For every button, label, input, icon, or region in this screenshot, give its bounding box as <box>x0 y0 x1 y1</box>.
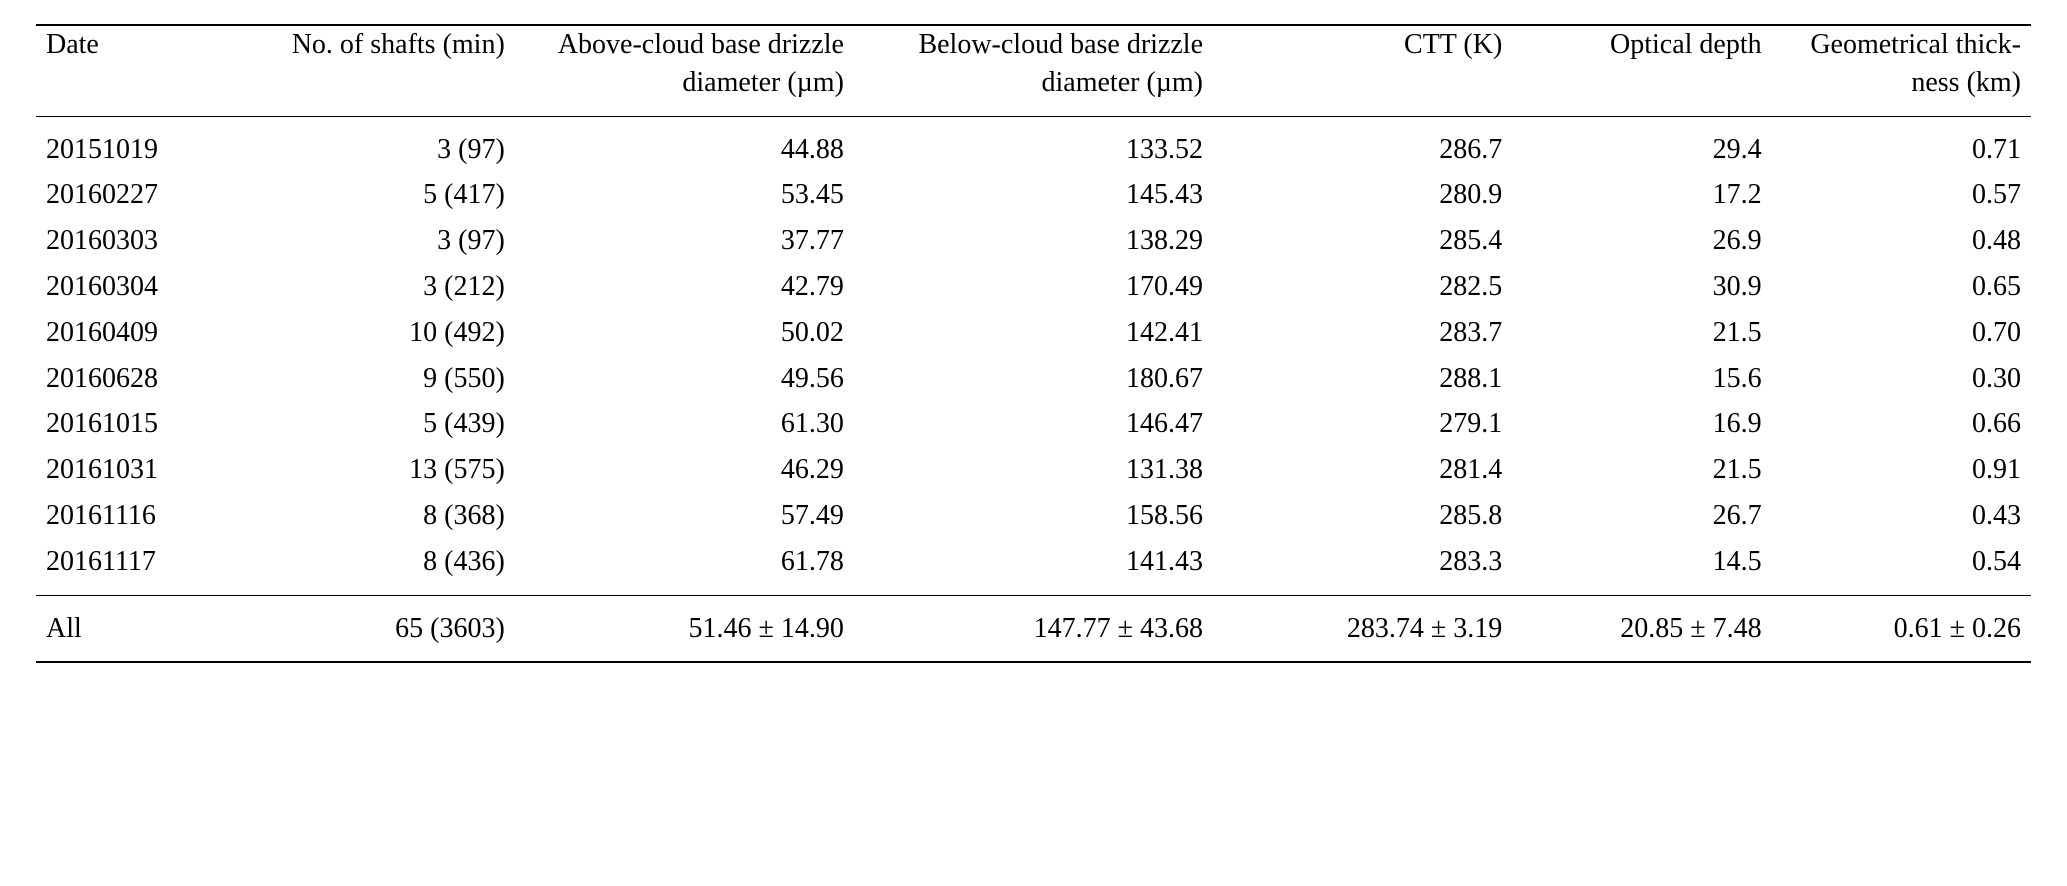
table-cell: 42.79 <box>515 264 854 310</box>
table-cell: 3 (97) <box>255 116 514 172</box>
table-cell: 0.48 <box>1772 218 2031 264</box>
table-summary-cell: 65 (3603) <box>255 595 514 662</box>
table-cell: 0.43 <box>1772 493 2031 539</box>
table-summary-cell: 0.61 ± 0.26 <box>1772 595 2031 662</box>
table-cell: 53.45 <box>515 172 854 218</box>
table-cell: 17.2 <box>1512 172 1771 218</box>
table-cell: 10 (492) <box>255 310 514 356</box>
table-cell: 30.9 <box>1512 264 1771 310</box>
table-cell: 20161015 <box>36 401 255 447</box>
table-row: 201610155 (439)61.30146.47279.116.90.66 <box>36 401 2031 447</box>
table-cell: 26.7 <box>1512 493 1771 539</box>
table-cell: 3 (97) <box>255 218 514 264</box>
table-cell: 170.49 <box>854 264 1213 310</box>
table-cell: 20161116 <box>36 493 255 539</box>
table-cell: 44.88 <box>515 116 854 172</box>
table-cell: 8 (368) <box>255 493 514 539</box>
table-cell: 0.71 <box>1772 116 2031 172</box>
table-cell: 20151019 <box>36 116 255 172</box>
table-summary-cell: All <box>36 595 255 662</box>
table-cell: 285.4 <box>1213 218 1512 264</box>
table-cell: 279.1 <box>1213 401 1512 447</box>
table-cell: 61.30 <box>515 401 854 447</box>
table-cell: 9 (550) <box>255 356 514 402</box>
table-cell: 283.7 <box>1213 310 1512 356</box>
table-summary-cell: 147.77 ± 43.68 <box>854 595 1213 662</box>
table-row: 2016103113 (575)46.29131.38281.421.50.91 <box>36 447 2031 493</box>
table-cell: 20160303 <box>36 218 255 264</box>
table-cell: 21.5 <box>1512 447 1771 493</box>
col-header-thickness: Geometri­cal thick­ness (km) <box>1772 25 2031 116</box>
table-header-row: Date No. of shafts (min) Above-cloud bas… <box>36 25 2031 116</box>
table-cell: 13 (575) <box>255 447 514 493</box>
table-summary-cell: 20.85 ± 7.48 <box>1512 595 1771 662</box>
table-cell: 21.5 <box>1512 310 1771 356</box>
table-cell: 0.70 <box>1772 310 2031 356</box>
col-header-below-cloud: Below-cloud base drizzle diameter (µm) <box>854 25 1213 116</box>
table-cell: 20160304 <box>36 264 255 310</box>
table-cell: 282.5 <box>1213 264 1512 310</box>
table-summary-cell: 283.74 ± 3.19 <box>1213 595 1512 662</box>
table-cell: 0.65 <box>1772 264 2031 310</box>
table-summary-row: All65 (3603)51.46 ± 14.90147.77 ± 43.682… <box>36 595 2031 662</box>
table-cell: 0.91 <box>1772 447 2031 493</box>
table-cell: 142.41 <box>854 310 1213 356</box>
table-cell: 283.3 <box>1213 539 1512 595</box>
table-cell: 37.77 <box>515 218 854 264</box>
table-body: 201510193 (97)44.88133.52286.729.40.7120… <box>36 116 2031 662</box>
table-cell: 288.1 <box>1213 356 1512 402</box>
table-cell: 158.56 <box>854 493 1213 539</box>
table-row: 201603033 (97)37.77138.29285.426.90.48 <box>36 218 2031 264</box>
table-cell: 57.49 <box>515 493 854 539</box>
table-row: 2016040910 (492)50.02142.41283.721.50.70 <box>36 310 2031 356</box>
col-header-optdepth: Optical depth <box>1512 25 1771 116</box>
table-cell: 133.52 <box>854 116 1213 172</box>
col-header-ctt: CTT (K) <box>1213 25 1512 116</box>
table-cell: 180.67 <box>854 356 1213 402</box>
table-row: 201602275 (417)53.45145.43280.917.20.57 <box>36 172 2031 218</box>
table-cell: 20160227 <box>36 172 255 218</box>
col-header-shafts: No. of shafts (min) <box>255 25 514 116</box>
table-cell: 145.43 <box>854 172 1213 218</box>
table-row: 201603043 (212)42.79170.49282.530.90.65 <box>36 264 2031 310</box>
table-cell: 16.9 <box>1512 401 1771 447</box>
table-cell: 285.8 <box>1213 493 1512 539</box>
col-header-above-cloud: Above-cloud base drizzle diameter (µm) <box>515 25 854 116</box>
table-row: 201611178 (436)61.78141.43283.314.50.54 <box>36 539 2031 595</box>
table-cell: 20161031 <box>36 447 255 493</box>
table-cell: 280.9 <box>1213 172 1512 218</box>
table-cell: 141.43 <box>854 539 1213 595</box>
table-cell: 5 (417) <box>255 172 514 218</box>
table-row: 201510193 (97)44.88133.52286.729.40.71 <box>36 116 2031 172</box>
table-cell: 131.38 <box>854 447 1213 493</box>
table-cell: 3 (212) <box>255 264 514 310</box>
table-row: 201606289 (550)49.56180.67288.115.60.30 <box>36 356 2031 402</box>
table-cell: 0.57 <box>1772 172 2031 218</box>
table-cell: 0.30 <box>1772 356 2031 402</box>
table-cell: 20160409 <box>36 310 255 356</box>
table-cell: 5 (439) <box>255 401 514 447</box>
table-cell: 146.47 <box>854 401 1213 447</box>
table-cell: 46.29 <box>515 447 854 493</box>
table-cell: 50.02 <box>515 310 854 356</box>
table-cell: 61.78 <box>515 539 854 595</box>
data-table: Date No. of shafts (min) Above-cloud bas… <box>36 24 2031 663</box>
table-summary-cell: 51.46 ± 14.90 <box>515 595 854 662</box>
table-cell: 29.4 <box>1512 116 1771 172</box>
table-cell: 0.54 <box>1772 539 2031 595</box>
table-cell: 15.6 <box>1512 356 1771 402</box>
table-cell: 281.4 <box>1213 447 1512 493</box>
table-cell: 20161117 <box>36 539 255 595</box>
table-cell: 8 (436) <box>255 539 514 595</box>
table-cell: 14.5 <box>1512 539 1771 595</box>
table-cell: 26.9 <box>1512 218 1771 264</box>
table-row: 201611168 (368)57.49158.56285.826.70.43 <box>36 493 2031 539</box>
table-cell: 0.66 <box>1772 401 2031 447</box>
table-cell: 49.56 <box>515 356 854 402</box>
table-cell: 138.29 <box>854 218 1213 264</box>
table-cell: 20160628 <box>36 356 255 402</box>
table-cell: 286.7 <box>1213 116 1512 172</box>
col-header-date: Date <box>36 25 255 116</box>
